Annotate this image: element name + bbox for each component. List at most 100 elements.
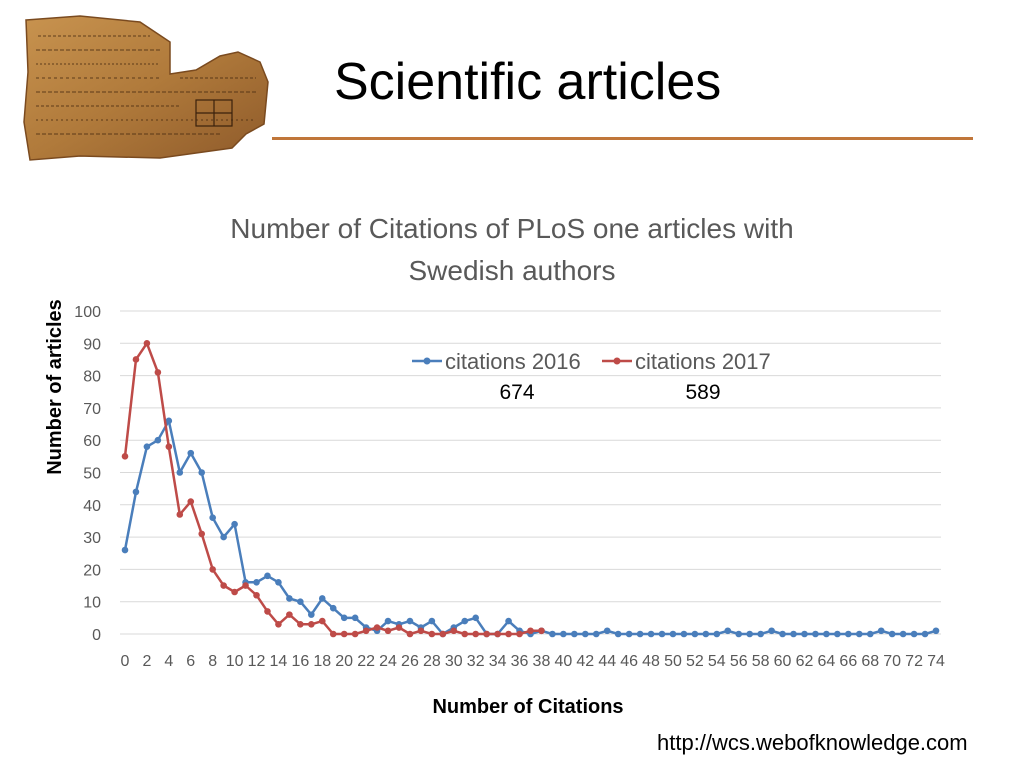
data-point bbox=[132, 356, 140, 363]
data-point bbox=[450, 627, 458, 635]
data-point bbox=[779, 630, 786, 638]
data-point bbox=[877, 627, 885, 635]
y-tick-label: 0 bbox=[92, 627, 101, 644]
data-point bbox=[406, 630, 414, 638]
data-point bbox=[823, 630, 830, 638]
series-line-1 bbox=[123, 342, 542, 636]
slide-title: Scientific articles bbox=[334, 53, 722, 111]
data-point bbox=[505, 630, 512, 638]
data-point bbox=[176, 469, 184, 476]
data-point bbox=[439, 630, 447, 638]
data-point bbox=[636, 630, 644, 638]
data-point bbox=[724, 627, 732, 635]
data-point bbox=[505, 617, 512, 625]
x-tick-label: 28 bbox=[423, 653, 441, 670]
x-tick-label: 18 bbox=[313, 653, 331, 670]
data-point bbox=[340, 630, 348, 638]
x-tick-label: 50 bbox=[664, 653, 682, 670]
data-point bbox=[757, 630, 764, 638]
data-point bbox=[855, 630, 863, 638]
data-point bbox=[461, 630, 469, 638]
data-point bbox=[308, 611, 315, 618]
data-point bbox=[165, 443, 173, 450]
data-point bbox=[308, 621, 315, 628]
data-point bbox=[176, 511, 184, 518]
x-tick-label: 16 bbox=[291, 653, 309, 670]
data-point bbox=[362, 627, 370, 635]
data-point bbox=[932, 627, 940, 635]
legend-label-2017: citations 2017 bbox=[635, 349, 771, 374]
x-tick-label: 66 bbox=[839, 653, 857, 670]
data-point bbox=[373, 624, 381, 631]
series-citations-2017 bbox=[121, 340, 545, 638]
x-tick-label: 58 bbox=[752, 653, 770, 670]
x-tick-label: 10 bbox=[226, 653, 244, 670]
y-tick-label: 60 bbox=[83, 433, 101, 450]
data-point bbox=[351, 614, 359, 622]
papyrus-fragment-image bbox=[23, 15, 269, 161]
data-point bbox=[187, 498, 195, 505]
x-tick-label: 22 bbox=[357, 653, 375, 670]
x-tick-label: 74 bbox=[927, 653, 945, 670]
data-point bbox=[592, 630, 600, 638]
y-tick-label: 10 bbox=[83, 595, 101, 612]
data-point bbox=[154, 369, 162, 376]
data-point bbox=[560, 630, 567, 638]
x-tick-label: 36 bbox=[511, 653, 529, 670]
data-point bbox=[691, 630, 699, 638]
y-tick-label: 100 bbox=[74, 304, 101, 321]
x-tick-label: 48 bbox=[642, 653, 660, 670]
data-point bbox=[165, 417, 173, 425]
y-tick-label: 70 bbox=[83, 401, 101, 418]
source-url: http://wcs.webofknowledge.com bbox=[657, 730, 968, 755]
data-point bbox=[340, 614, 348, 622]
x-tick-label: 32 bbox=[467, 653, 485, 670]
data-point bbox=[516, 630, 523, 638]
gridlines bbox=[120, 310, 941, 635]
x-axis-label: Number of Citations bbox=[432, 696, 623, 718]
legend-label-2016: citations 2016 bbox=[445, 349, 581, 374]
x-tick-label: 46 bbox=[620, 653, 638, 670]
y-axis-label: Number of articles bbox=[44, 299, 66, 475]
y-tick-label: 30 bbox=[83, 530, 101, 547]
y-tick-label: 40 bbox=[83, 498, 101, 515]
y-tick-label: 90 bbox=[83, 336, 101, 353]
data-point bbox=[329, 630, 337, 638]
data-point bbox=[231, 520, 238, 528]
x-tick-label: 60 bbox=[774, 653, 792, 670]
data-point bbox=[702, 630, 710, 638]
legend-dot-2016 bbox=[423, 357, 431, 365]
data-point bbox=[483, 630, 490, 638]
chart-title-line-1: Number of Citations of PLoS one articles… bbox=[230, 213, 793, 244]
data-point bbox=[143, 443, 151, 450]
x-tick-label: 44 bbox=[598, 653, 616, 670]
data-point bbox=[845, 630, 852, 638]
data-point bbox=[790, 630, 797, 638]
data-point bbox=[384, 617, 392, 625]
x-tick-label: 6 bbox=[186, 653, 195, 670]
data-point bbox=[384, 627, 392, 635]
data-point bbox=[472, 614, 480, 622]
data-point bbox=[187, 449, 195, 457]
data-point bbox=[132, 488, 140, 496]
data-point bbox=[318, 595, 326, 602]
x-tick-label: 24 bbox=[379, 653, 397, 670]
series-layer bbox=[121, 340, 940, 638]
data-point bbox=[658, 630, 666, 638]
data-point bbox=[647, 630, 655, 638]
x-tick-label: 52 bbox=[686, 653, 704, 670]
total-2017-label: 589 bbox=[685, 381, 720, 404]
data-point bbox=[713, 630, 721, 638]
data-point bbox=[297, 621, 304, 628]
data-point bbox=[625, 630, 633, 638]
data-point bbox=[472, 630, 480, 638]
data-point bbox=[209, 514, 216, 522]
data-point bbox=[866, 630, 874, 638]
x-axis-ticks: 0 2 4 6 8 10 12 14 16 18 20 22 24 26 28 30 32 34 36 38 40 42 4… bbox=[121, 653, 945, 670]
data-point bbox=[231, 588, 238, 596]
data-point bbox=[680, 630, 688, 638]
data-point bbox=[286, 611, 293, 618]
data-point bbox=[428, 630, 436, 638]
x-tick-label: 8 bbox=[208, 653, 217, 670]
data-point bbox=[768, 627, 775, 635]
